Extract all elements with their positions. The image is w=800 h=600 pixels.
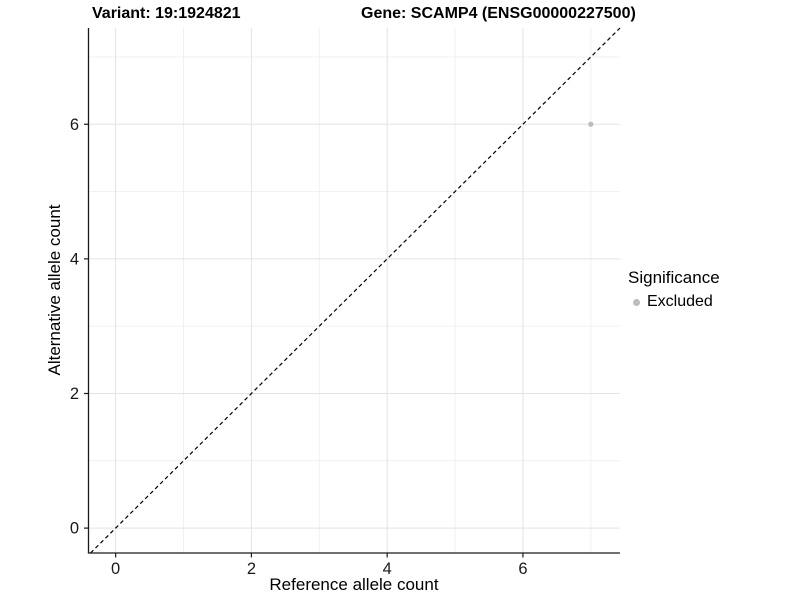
identity-line [90,27,621,554]
x-tick-label: 6 [518,560,527,578]
y-tick-label: 4 [70,250,79,268]
chart-title-gene: Gene: SCAMP4 (ENSG00000227500) [361,5,636,22]
chart-title-variant: Variant: 19:1924821 [92,5,241,22]
data-point [588,121,594,127]
legend-item-label: Excluded [647,293,713,310]
legend-title: Significance [628,268,720,287]
x-tick-label: 2 [247,560,256,578]
y-tick-label: 2 [70,385,79,403]
excluded-point-icon [633,298,640,306]
x-tick-label: 4 [383,560,392,578]
y-tick-label: 0 [70,520,79,538]
y-tick-label: 6 [70,116,79,134]
legend: Significance Excluded [628,268,720,311]
x-tick-label: 0 [111,560,120,578]
y-axis-title: Alternative allele count [45,204,64,376]
legend-item-excluded: Excluded [628,293,720,311]
x-axis-title: Reference allele count [269,575,439,594]
